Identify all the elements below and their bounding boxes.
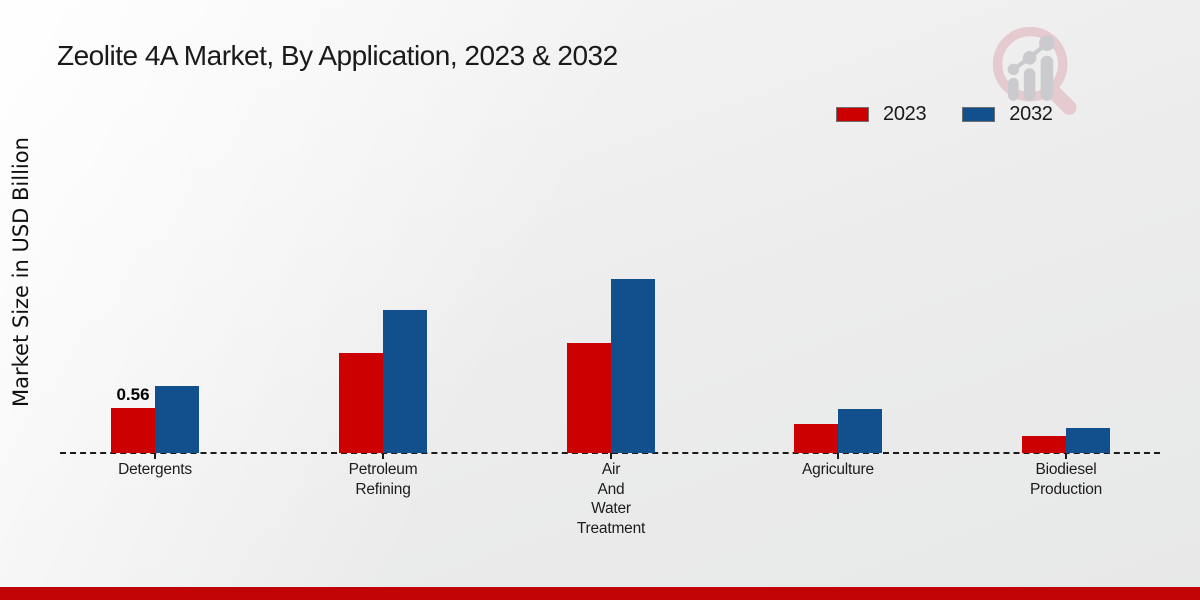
category-label-petroleum-refining: Petroleum Refining [348,461,418,498]
bar-2032-agriculture [838,409,882,453]
bar-2032-detergents [155,386,199,453]
bar-2023-biodiesel-production [1022,436,1066,453]
x-axis-tick [382,453,384,459]
category-label-agriculture: Agriculture [802,461,874,478]
bar-2023-air-and-water-treatment [567,343,611,453]
bar-2032-petroleum-refining [383,310,427,453]
bar-2032-air-and-water-treatment [611,279,655,453]
category-label-biodiesel-production: Biodiesel Production [1029,461,1103,498]
bar-2032-biodiesel-production [1066,428,1110,453]
category-label-air-and-water-treatment: Air And Water Treatment [576,461,646,537]
legend-label-2032: 2032 [1009,103,1053,125]
chart-title: Zeolite 4A Market, By Application, 2023 … [57,40,618,71]
bar-2023-petroleum-refining [339,353,383,453]
bar-value-label: 0.56 [116,385,150,404]
legend: 2023 2032 [836,103,1053,126]
x-axis-tick [837,453,839,459]
bar-2023-detergents [111,408,155,453]
magnifier-growth-chart-icon [992,26,1077,115]
legend-swatch-2023 [836,107,869,122]
legend-entry-2032: 2032 [962,103,1053,126]
bar-2023-agriculture [794,424,838,453]
x-axis-tick [610,453,612,459]
footer-accent-bar [0,587,1200,600]
legend-swatch-2032 [962,107,996,122]
category-label-detergents: Detergents [118,461,192,478]
x-axis-tick [1065,453,1067,459]
x-axis-tick [154,453,156,459]
legend-label-2023: 2023 [883,103,927,125]
legend-entry-2023: 2023 [836,103,927,126]
